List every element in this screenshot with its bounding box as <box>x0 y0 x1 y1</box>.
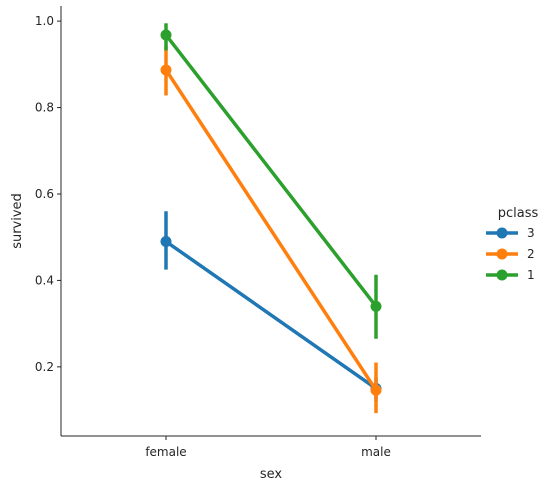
series-line <box>164 239 378 391</box>
legend-label: 2 <box>527 247 535 261</box>
y-ticks: 0.2 0.4 0.6 0.8 1.0 <box>35 14 61 374</box>
x-ticks: female male <box>145 436 391 459</box>
y-tick-label: 1.0 <box>35 14 54 28</box>
y-tick-label: 0.6 <box>35 187 54 201</box>
data-point <box>370 300 382 312</box>
y-axis-label: survived <box>10 193 25 249</box>
plot-axes <box>60 6 481 437</box>
x-tick-label: female <box>145 445 186 459</box>
series-line <box>164 33 378 309</box>
legend-label: 3 <box>527 226 535 240</box>
data-point <box>160 29 172 41</box>
series-3 <box>160 211 382 402</box>
legend-marker <box>496 227 508 239</box>
series-layer <box>160 23 382 414</box>
x-tick-label: male <box>361 445 391 459</box>
legend-label: 1 <box>527 268 535 282</box>
data-point <box>160 64 172 76</box>
y-tick-label: 0.8 <box>35 101 54 115</box>
legend-title: pclass <box>498 206 539 221</box>
y-tick-label: 0.2 <box>35 360 54 374</box>
series-1 <box>160 23 382 339</box>
series-line <box>164 68 378 392</box>
x-axis-label: sex <box>260 467 283 482</box>
y-tick-label: 0.4 <box>35 273 54 287</box>
data-point <box>370 384 382 396</box>
legend-marker <box>496 269 508 281</box>
legend-marker <box>496 248 508 260</box>
data-point <box>160 236 172 248</box>
series-2 <box>160 45 382 414</box>
legend: pclass 3 2 1 <box>486 206 538 282</box>
